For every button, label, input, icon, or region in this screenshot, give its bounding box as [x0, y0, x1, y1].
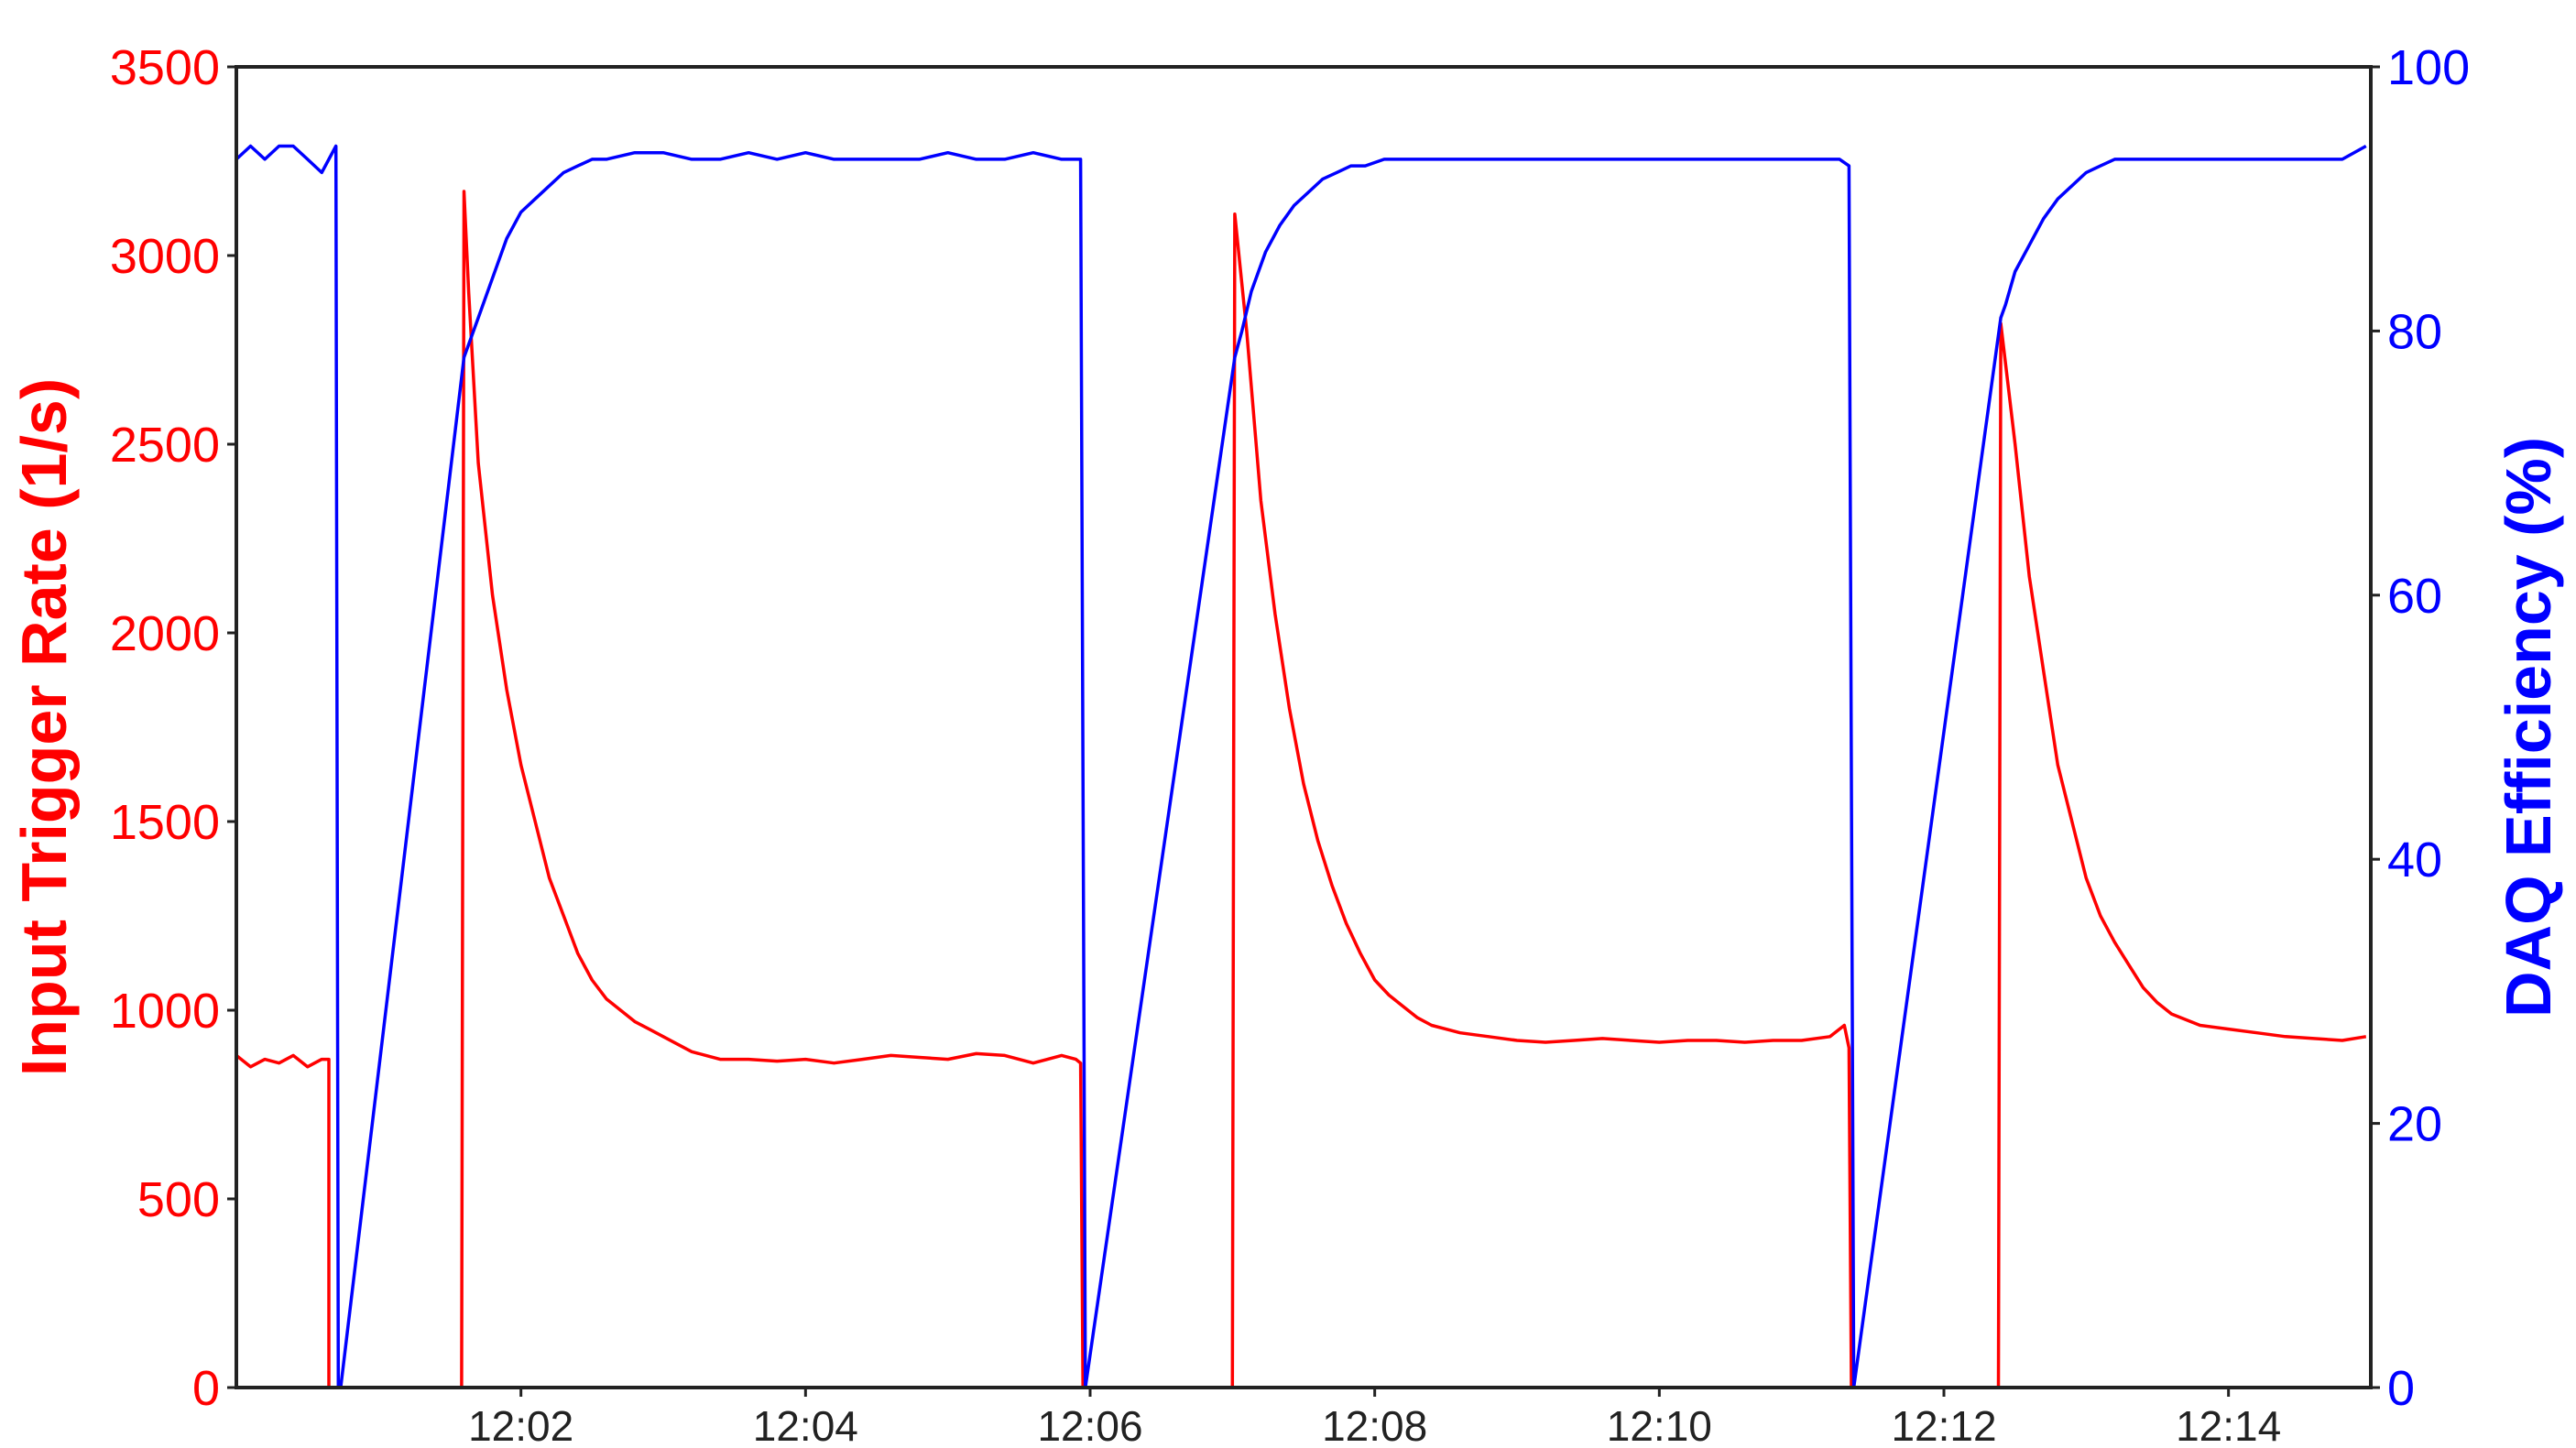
- right-tick-label: 60: [2387, 569, 2442, 624]
- plot-frame: [235, 65, 2373, 1389]
- right-tick-label: 20: [2387, 1097, 2442, 1152]
- left-axis-title: Input Trigger Rate (1/s): [8, 378, 80, 1076]
- bottom-tick-label: 12:02: [468, 1402, 573, 1448]
- bottom-tick-label: 12:10: [1607, 1402, 1712, 1448]
- ticks-layer: 0 500 1000 1500 2000 2500 3000 3500 0 20 40 60 80 100…: [110, 40, 2470, 1448]
- left-tick-label: 1500: [110, 795, 220, 850]
- daq-efficiency-line: [235, 144, 2367, 1389]
- left-tick-label: 2500: [110, 418, 220, 473]
- right-tick-label: 80: [2387, 304, 2442, 359]
- right-tick-label: 0: [2387, 1361, 2415, 1416]
- bottom-tick-label: 12:04: [753, 1402, 858, 1448]
- left-tick-label: 0: [192, 1361, 220, 1416]
- right-tick-label: 40: [2387, 833, 2442, 887]
- left-tick-label: 1000: [110, 984, 220, 1039]
- bottom-tick-label: 12:08: [1322, 1402, 1427, 1448]
- right-tick-label: 100: [2387, 40, 2470, 95]
- right-axis-title: DAQ Efficiency (%): [2493, 437, 2564, 1018]
- left-tick-label: 3500: [110, 40, 220, 95]
- bottom-tick-label: 12:06: [1037, 1402, 1142, 1448]
- left-tick-label: 500: [137, 1172, 220, 1227]
- bottom-tick-label: 12:14: [2176, 1402, 2281, 1448]
- left-tick-label: 2000: [110, 606, 220, 661]
- bottom-tick-label: 12:12: [1891, 1402, 1996, 1448]
- trigger-rate-line: [235, 190, 2367, 1389]
- series-layer: [235, 144, 2367, 1389]
- left-tick-label: 3000: [110, 229, 220, 284]
